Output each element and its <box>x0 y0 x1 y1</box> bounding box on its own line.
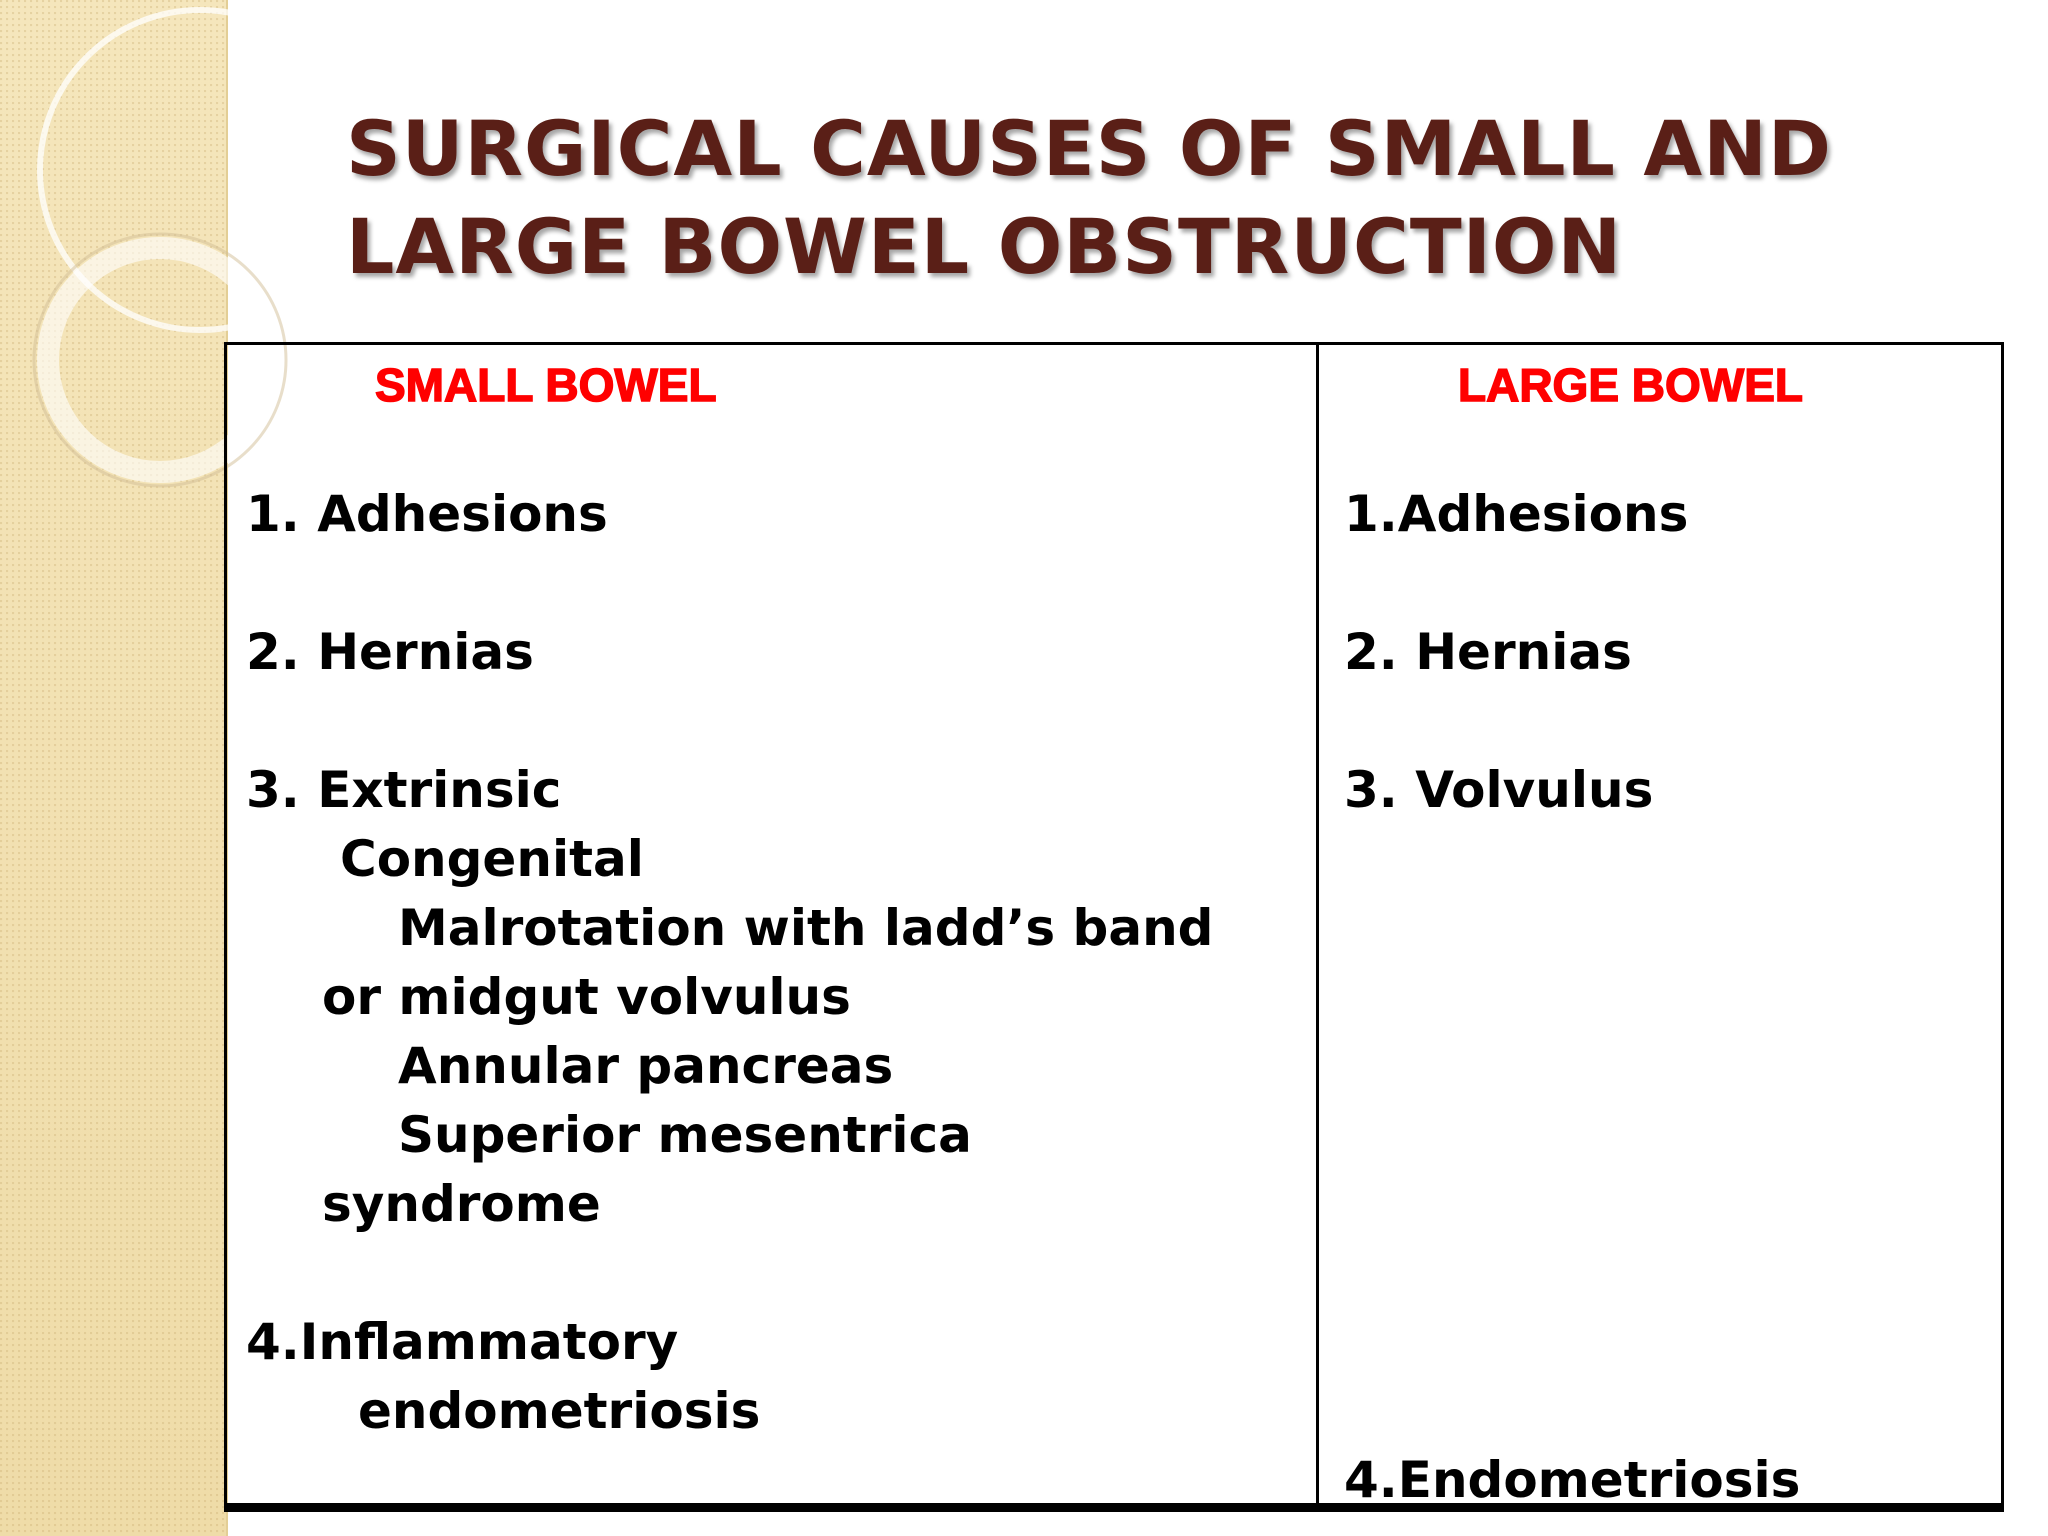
side-strip-edge <box>226 0 228 1536</box>
comparison-table <box>224 342 2004 1506</box>
small-bowel-item-hernias: 2. Hernias <box>246 623 534 681</box>
slide-title: SURGICAL CAUSES OF SMALL AND LARGE BOWEL… <box>346 100 1946 296</box>
decorative-rings <box>32 7 320 488</box>
large-ring <box>37 7 320 333</box>
small-bowel-subitem-malrotation: Malrotation with ladd’s band <box>398 899 1214 957</box>
small-bowel-subitem-sma-cont: syndrome <box>322 1175 601 1233</box>
thick-ring <box>37 237 283 483</box>
small-bowel-item-inflammatory: 4.Inflammatory <box>246 1313 679 1371</box>
small-bowel-subitem-malrotation-cont: or midgut volvulus <box>322 968 851 1026</box>
small-bowel-item-adhesions: 1. Adhesions <box>246 485 608 543</box>
large-bowel-item-hernias: 2. Hernias <box>1344 623 1632 681</box>
thick-ring-outline <box>32 232 288 488</box>
small-bowel-subitem-annular-pancreas: Annular pancreas <box>398 1037 894 1095</box>
table-bottom-border <box>224 1506 2004 1512</box>
small-bowel-subitem-endometriosis: endometriosis <box>358 1382 761 1440</box>
large-bowel-header: LARGE BOWEL <box>1457 358 1803 412</box>
small-bowel-header: SMALL BOWEL <box>374 358 717 412</box>
title-line-1: SURGICAL CAUSES OF SMALL AND <box>346 104 1832 193</box>
small-bowel-subitem-congenital: Congenital <box>340 830 644 888</box>
small-bowel-subitem-sma: Superior mesentrica <box>398 1106 972 1164</box>
large-bowel-item-endometriosis: 4.Endometriosis <box>1344 1451 1801 1509</box>
title-line-2: LARGE BOWEL OBSTRUCTION <box>346 202 1623 291</box>
small-bowel-item-extrinsic: 3. Extrinsic <box>246 761 562 819</box>
large-bowel-item-volvulus: 3. Volvulus <box>1344 761 1654 819</box>
column-divider <box>1316 345 1319 1503</box>
large-bowel-item-adhesions: 1.Adhesions <box>1344 485 1689 543</box>
